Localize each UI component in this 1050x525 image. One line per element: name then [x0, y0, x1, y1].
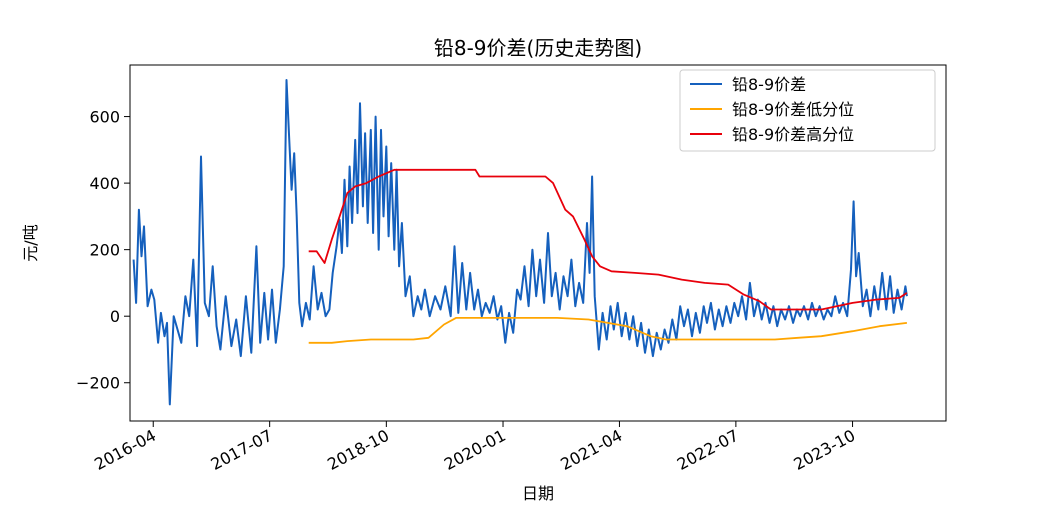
x-tick-label: 2021-04 — [557, 426, 625, 474]
x-tick-label: 2020-01 — [441, 426, 509, 474]
plot-frame — [129, 64, 947, 422]
y-axis: −200 0 200 400 600 — [76, 108, 130, 393]
legend-box — [679, 69, 936, 152]
x-tick-label: 2022-07 — [674, 426, 742, 474]
legend-label-high: 铅8-9价差高分位 — [732, 125, 854, 144]
y-tick-label: 0 — [110, 307, 120, 326]
x-tick-label: 2018-10 — [324, 426, 392, 474]
y-tick-label: 200 — [89, 241, 120, 260]
y-tick-label: 600 — [89, 108, 120, 127]
series-line-spread — [132, 79, 908, 406]
legend: 铅8-9价差 铅8-9价差低分位 铅8-9价差高分位 — [679, 69, 936, 152]
y-tick-label: 400 — [89, 174, 120, 193]
x-axis: 2016-04 2017-07 2018-10 2020-01 2021-04 2022-… — [91, 421, 858, 474]
x-tick-label: 2017-07 — [208, 426, 276, 474]
legend-label-low: 铅8-9价差低分位 — [732, 100, 854, 119]
chart-title: 铅8-9价差(历史走势图) — [434, 36, 642, 60]
x-axis-label: 日期 — [522, 484, 554, 503]
series-line-low — [308, 317, 908, 344]
y-tick-label: −200 — [76, 374, 120, 393]
series-layer — [132, 79, 908, 406]
legend-label-spread: 铅8-9价差 — [732, 75, 806, 94]
series-line-high — [308, 168, 908, 311]
x-tick-label: 2023-10 — [790, 426, 858, 474]
x-tick-label: 2016-04 — [91, 426, 159, 474]
y-axis-label: 元/吨 — [21, 224, 40, 261]
